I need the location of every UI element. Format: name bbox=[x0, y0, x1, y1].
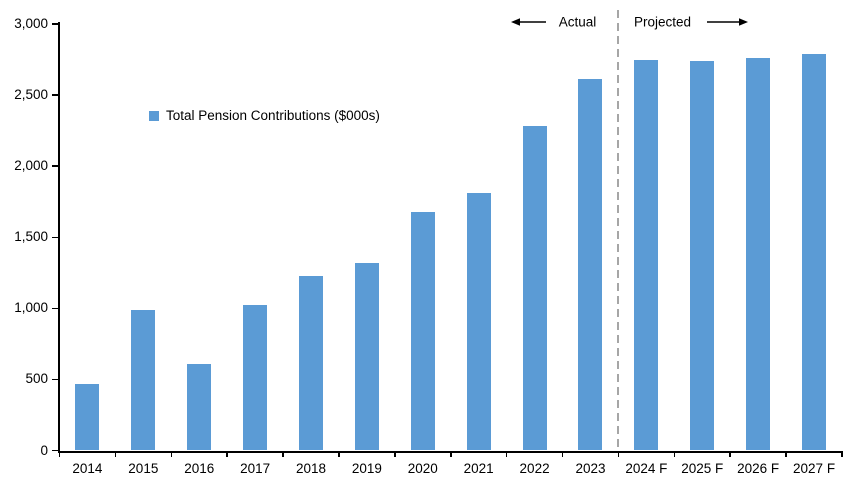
bar-2024-f bbox=[634, 59, 659, 451]
x-axis-tick bbox=[226, 450, 228, 457]
y-axis-tick bbox=[52, 307, 58, 310]
bar-2014 bbox=[75, 383, 100, 451]
actual-projected-divider bbox=[617, 10, 620, 451]
y-axis-tick bbox=[52, 23, 58, 25]
x-axis-tick bbox=[561, 450, 564, 457]
x-axis-tick bbox=[841, 450, 843, 457]
x-axis-label: 2021 bbox=[463, 461, 494, 476]
bar-2021 bbox=[466, 193, 491, 451]
y-axis-tick-label: 500 bbox=[25, 371, 48, 387]
projected-label: Projected bbox=[633, 14, 692, 30]
bar-2016 bbox=[187, 363, 212, 451]
legend: Total Pension Contributions ($000s) bbox=[149, 108, 380, 123]
x-axis-tick bbox=[58, 450, 61, 457]
actual-label: Actual bbox=[558, 14, 597, 30]
y-axis-tick bbox=[52, 94, 58, 96]
legend-label: Total Pension Contributions ($000s) bbox=[166, 108, 380, 123]
x-axis-tick bbox=[505, 450, 508, 457]
x-axis-label: 2023 bbox=[575, 461, 606, 476]
y-axis-tick-label: 1,000 bbox=[14, 300, 48, 316]
bar-2025-f bbox=[690, 60, 715, 451]
bar-2026-f bbox=[746, 58, 771, 451]
x-axis-label: 2022 bbox=[519, 461, 550, 476]
bar-2022 bbox=[522, 126, 547, 451]
x-axis-tick bbox=[170, 450, 173, 457]
bar-2023 bbox=[578, 79, 603, 451]
x-axis-label: 2017 bbox=[240, 461, 271, 476]
y-axis-tick bbox=[52, 165, 58, 167]
y-axis-tick-label: 2,000 bbox=[14, 158, 48, 174]
x-axis-tick bbox=[617, 450, 620, 457]
bar-2018 bbox=[299, 275, 324, 451]
bar-2027-f bbox=[802, 53, 827, 451]
x-axis-label: 2014 bbox=[72, 461, 103, 476]
x-axis-label: 2024 F bbox=[625, 461, 668, 476]
x-axis-label: 2025 F bbox=[681, 461, 724, 476]
x-axis-tick bbox=[729, 450, 731, 457]
bar-2015 bbox=[131, 309, 156, 451]
x-axis-tick bbox=[282, 450, 284, 457]
y-axis-tick-label: 3,000 bbox=[14, 16, 48, 31]
x-axis-label: 2019 bbox=[351, 461, 382, 476]
x-axis-label: 2018 bbox=[295, 461, 327, 476]
x-axis-label: 2027 F bbox=[793, 461, 836, 476]
x-axis-label: 2020 bbox=[407, 461, 438, 476]
left-arrow-icon bbox=[511, 18, 546, 26]
y-axis-line bbox=[58, 22, 60, 453]
x-axis-label: 2026 F bbox=[737, 461, 780, 476]
y-axis-tick-label: 0 bbox=[40, 442, 48, 458]
x-axis-tick bbox=[394, 450, 396, 457]
y-axis-tick bbox=[52, 378, 58, 381]
bar-2020 bbox=[410, 211, 435, 451]
x-axis-tick bbox=[785, 450, 787, 457]
y-axis-tick bbox=[52, 236, 58, 238]
right-arrow-icon bbox=[707, 18, 748, 26]
x-axis-label: 2016 bbox=[184, 461, 215, 476]
bar-2017 bbox=[243, 305, 268, 451]
x-axis-tick bbox=[673, 450, 676, 457]
x-axis-tick bbox=[338, 450, 340, 457]
legend-marker bbox=[149, 110, 159, 121]
x-axis-tick bbox=[450, 450, 452, 457]
bar-2019 bbox=[354, 262, 379, 451]
y-axis-tick-label: 2,500 bbox=[14, 87, 48, 103]
y-axis-tick-label: 1,500 bbox=[14, 229, 48, 245]
x-axis-tick bbox=[114, 450, 117, 457]
x-axis-label: 2015 bbox=[128, 461, 159, 476]
y-axis-tick bbox=[52, 449, 58, 452]
